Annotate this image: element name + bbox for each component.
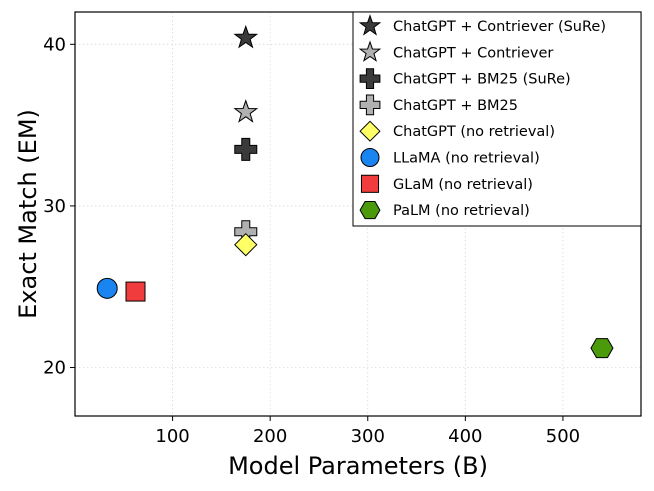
legend-label: GLaM (no retrieval) [393, 177, 533, 193]
x-axis-title: Model Parameters (B) [228, 452, 488, 480]
legend-marker-diamond [359, 120, 381, 142]
legend-label: ChatGPT + Contriever [393, 45, 553, 61]
data-point-hexagon [590, 338, 614, 359]
data-point-plus [234, 137, 258, 161]
legend-label: ChatGPT + Contriever (SuRe) [393, 19, 606, 35]
legend-label: ChatGPT (no retrieval) [393, 124, 555, 140]
data-point-star [233, 24, 259, 49]
legend-label: LLaMA (no retrieval) [393, 151, 540, 167]
y-tick-label: 20 [43, 358, 66, 379]
legend-label: PaLM (no retrieval) [393, 203, 530, 219]
legend-marker-hexagon [359, 201, 381, 220]
data-point-square [125, 281, 146, 302]
legend-marker-plus [359, 94, 381, 116]
legend-label: ChatGPT + BM25 (SuRe) [393, 72, 571, 88]
legend-marker-star [358, 40, 382, 62]
y-tick-label: 30 [43, 196, 66, 217]
data-point-diamond [234, 232, 258, 257]
legend-marker-star [358, 14, 382, 36]
grid [75, 12, 641, 416]
legend-marker-circle [360, 148, 380, 167]
legend-box [352, 11, 642, 227]
axis-ticks: 100 200 300 400 500 20 30 40 [43, 34, 580, 447]
data-points [96, 24, 614, 359]
x-tick-label: 100 [155, 426, 189, 447]
x-tick-label: 300 [351, 426, 385, 447]
legend-marker-plus [359, 68, 381, 89]
x-tick-label: 400 [448, 426, 482, 447]
data-point-circle [96, 277, 118, 299]
x-tick-label: 200 [253, 426, 287, 447]
y-axis-title: Exact Match (EM) [14, 109, 42, 319]
legend-label: ChatGPT + BM25 [393, 98, 518, 114]
y-tick-label: 40 [43, 34, 66, 55]
legend-marker-square [360, 174, 380, 193]
legend: ChatGPT + Contriever (SuRe) ChatGPT + Con… [352, 11, 642, 227]
x-tick-label: 500 [546, 426, 580, 447]
data-point-star [233, 99, 259, 123]
